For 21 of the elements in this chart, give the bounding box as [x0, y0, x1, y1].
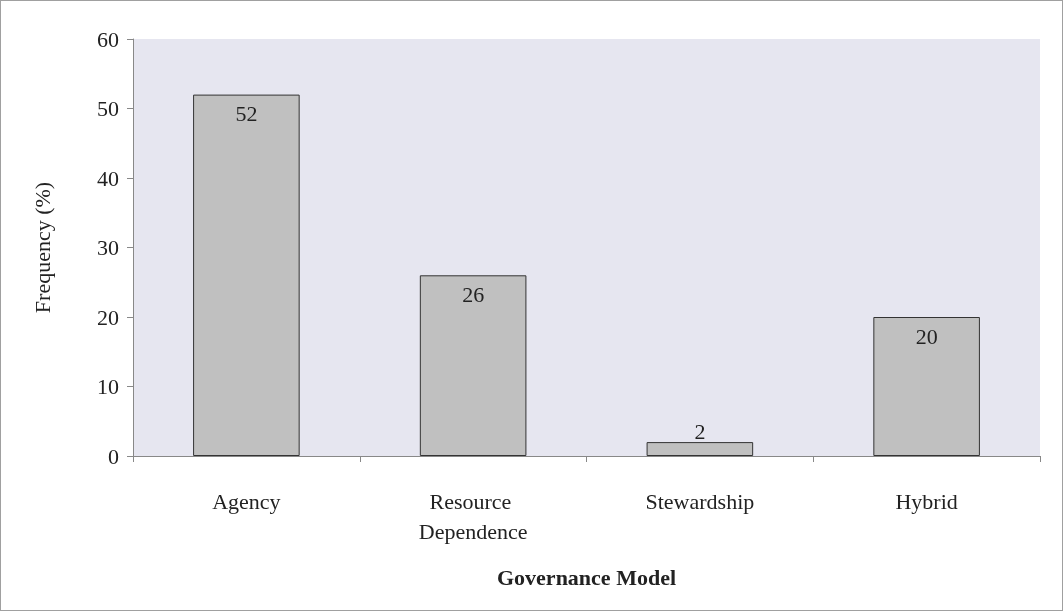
y-tick-label: 60 — [97, 26, 119, 52]
x-tick-label: Hybrid — [895, 488, 958, 514]
y-tick-label: 20 — [97, 304, 119, 330]
data-label: 2 — [694, 418, 706, 444]
y-tick-label: 0 — [108, 443, 119, 469]
y-tick-label: 40 — [97, 165, 119, 191]
x-axis-title: Governance Model — [496, 564, 677, 590]
y-tick-label: 50 — [97, 96, 119, 121]
y-tick-label: 30 — [97, 235, 119, 260]
y-axis-title: Frequency (%) — [29, 181, 55, 314]
x-tick-label: Resource Dependence — [418, 488, 528, 544]
bar — [419, 275, 527, 456]
data-label: 20 — [915, 323, 938, 349]
bar — [193, 94, 300, 456]
bar — [646, 442, 754, 456]
bar — [873, 317, 980, 456]
x-tick-label: Stewardship — [645, 488, 755, 514]
x-tick-label: Agency — [212, 488, 281, 514]
y-tick-label: 10 — [97, 374, 119, 399]
data-label: 52 — [235, 101, 258, 127]
data-label: 26 — [462, 281, 485, 307]
